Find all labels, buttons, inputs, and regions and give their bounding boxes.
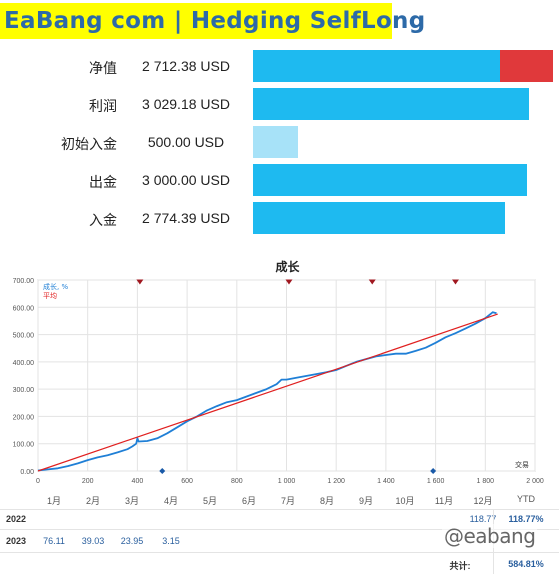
stat-row: 入金 2 774.39 USD — [0, 202, 559, 236]
divider — [0, 529, 559, 530]
watermark: @eabang — [442, 524, 538, 548]
month-value: 3.15 — [162, 536, 180, 546]
ytd-value: 118.77% — [508, 514, 544, 524]
month-header: 10月 — [395, 496, 415, 506]
month-header: 9月 — [358, 496, 373, 506]
month-header: 2月 — [85, 496, 100, 506]
stat-row: 初始入金 500.00 USD — [0, 126, 559, 160]
growth-line — [37, 311, 497, 472]
performance-header-row: 1月 2月 3月 4月 5月 6月 7月 8月 9月 10月 11月 12月 YTD — [0, 490, 559, 510]
month-header: 1月 — [46, 496, 61, 506]
stat-label: 入金 — [89, 212, 117, 228]
x-tick-label: 400 — [132, 478, 144, 485]
y-tick-label: 400.00 — [13, 360, 35, 367]
title-banner: EaBang com | Hedging SelfLong — [0, 3, 425, 39]
top-marker-icon — [285, 279, 293, 285]
month-value: 118.77 — [469, 514, 497, 524]
performance-row: 2023 76.11 39.03 23.95 3.15 — [0, 532, 559, 552]
y-tick-label: 300.00 — [13, 387, 35, 394]
divider — [0, 552, 559, 553]
y-tick-label: 500.00 — [13, 333, 35, 340]
total-value: 584.81% — [508, 559, 544, 569]
x-tick-label: 600 — [181, 478, 193, 485]
x-tick-label: 1 000 — [278, 478, 296, 485]
total-label: 共计: — [449, 561, 471, 571]
month-header: 8月 — [319, 496, 334, 506]
month-header: 12月 — [473, 496, 493, 506]
y-tick-label: 600.00 — [13, 305, 35, 312]
month-header: 6月 — [241, 496, 256, 506]
x-tick-label: 1 200 — [327, 478, 345, 485]
y-tick-label: 0.00 — [20, 469, 34, 476]
x-tick-label: 0 — [36, 478, 40, 485]
stat-label: 净值 — [89, 60, 117, 76]
month-header: 7月 — [280, 496, 295, 506]
stat-value: 3 029.18 USD — [142, 96, 230, 112]
chart-title: 成长 — [275, 259, 300, 274]
x-tick-label: 800 — [231, 478, 243, 485]
stat-label: 初始入金 — [61, 136, 117, 152]
y-tick-label: 100.00 — [13, 442, 35, 449]
top-marker-icon — [136, 279, 144, 285]
x-tick-label: 1 400 — [377, 478, 395, 485]
divider — [0, 509, 559, 510]
legend-entry: 平均 — [43, 291, 57, 300]
legend-entry: 成长, % — [43, 282, 68, 291]
watermark-text: @eabang — [444, 524, 536, 548]
stat-row: 净值 2 712.38 USD — [0, 50, 559, 84]
stat-label: 利润 — [89, 98, 117, 114]
stat-value: 2 774.39 USD — [142, 210, 230, 226]
month-value: 23.95 — [120, 536, 144, 546]
stat-row: 出金 3 000.00 USD — [0, 164, 559, 198]
bottom-marker-icon — [430, 468, 437, 474]
stat-label: 出金 — [89, 174, 117, 190]
stat-row: 利润 3 029.18 USD — [0, 88, 559, 122]
top-marker-icon — [451, 279, 459, 285]
x-tick-label: 2 000 — [526, 478, 544, 485]
stat-bar — [253, 88, 529, 120]
year-label: 2023 — [6, 536, 27, 546]
stat-bar — [253, 126, 298, 158]
y-tick-label: 700.00 — [13, 278, 35, 285]
month-header: 4月 — [163, 496, 178, 506]
bottom-marker-icon — [159, 468, 166, 474]
month-header: 11月 — [434, 496, 454, 506]
x-tick-label: 200 — [82, 478, 94, 485]
x-tick-label: 1 800 — [477, 478, 495, 485]
stat-value: 2 712.38 USD — [142, 58, 230, 74]
stat-value: 3 000.00 USD — [142, 172, 230, 188]
growth-chart: 0.00 100.00 200.00 300.00 400.00 500.00 600.00… — [13, 259, 544, 485]
stat-bar — [253, 202, 505, 234]
year-label: 2022 — [6, 514, 27, 524]
x-axis-label: 交易 — [515, 460, 529, 469]
performance-total-row: 共计: 584.81% — [0, 555, 559, 574]
month-header: 3月 — [124, 496, 139, 506]
stat-bar — [253, 164, 527, 196]
performance-row: 2022 118.77 118.77% — [0, 510, 559, 530]
ytd-header: YTD — [517, 494, 535, 504]
month-header: 5月 — [202, 496, 217, 506]
average-line — [37, 313, 498, 472]
x-tick-label: 1 600 — [427, 478, 445, 485]
stat-value: 500.00 USD — [147, 134, 225, 150]
month-value: 39.03 — [81, 536, 105, 546]
page-title: EaBang com | Hedging SelfLong — [4, 8, 426, 34]
month-value: 76.11 — [43, 536, 65, 546]
top-marker-icon — [368, 279, 376, 285]
stat-bar-negative — [500, 50, 553, 82]
stat-bar — [253, 50, 500, 82]
y-tick-label: 200.00 — [13, 414, 35, 421]
